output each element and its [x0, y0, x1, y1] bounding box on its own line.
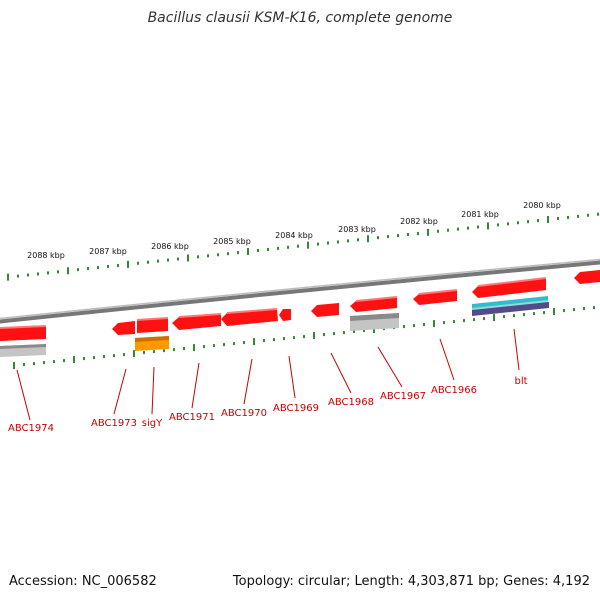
scale-label: 2087 kbp	[89, 247, 127, 256]
scale-label: 2085 kbp	[213, 237, 251, 246]
leader-line	[288, 355, 296, 399]
gene-highlight	[355, 296, 398, 302]
genome-backbone	[0, 260, 600, 324]
scale-label: 2088 kbp	[27, 251, 65, 260]
gene-label: blt	[514, 376, 527, 387]
gene-highlight	[178, 313, 222, 318]
genome-summary: Topology: circular; Length: 4,303,871 bp…	[232, 574, 590, 589]
gene-highlight	[0, 325, 47, 329]
scale-label: 2086 kbp	[151, 242, 189, 251]
gene-highlight	[136, 317, 169, 321]
cyan-feature	[472, 296, 548, 309]
outer-tick-ring	[7, 212, 599, 281]
leader-line	[439, 338, 455, 381]
genome-backbone-shade	[0, 258, 600, 320]
gene-arrow[interactable]	[574, 270, 600, 284]
gene-label: ABC1970	[221, 408, 267, 419]
gray-feature-top	[350, 313, 399, 321]
scale-labels: 2088 kbp 2087 kbp 2086 kbp 2085 kbp 2084 kbp…	[27, 201, 561, 260]
gene-track	[0, 270, 600, 341]
leader-line	[191, 362, 200, 409]
gene-arrow[interactable]	[112, 321, 135, 335]
gene-arrow[interactable]	[0, 326, 46, 341]
gene-label: ABC1973	[91, 418, 137, 429]
scale-label: 2084 kbp	[275, 231, 313, 240]
gene-label: ABC1966	[431, 385, 477, 396]
gene-label: ABC1967	[380, 391, 426, 402]
gene-arrow[interactable]	[311, 303, 339, 317]
gene-label: ABC1968	[328, 397, 374, 408]
purple-feature	[472, 302, 549, 316]
gene-arrow[interactable]	[472, 278, 546, 298]
gene-label: ABC1969	[273, 403, 319, 414]
scale-label: 2082 kbp	[400, 217, 438, 226]
leader-line	[113, 368, 127, 415]
leader-line	[377, 346, 403, 388]
leader-line	[513, 328, 520, 371]
gene-highlight	[418, 289, 458, 295]
map-title: Bacillus clausii KSM-K16, complete genom…	[147, 10, 453, 26]
leader-line	[16, 369, 31, 421]
accession-label: Accession: NC_006582	[9, 574, 157, 589]
scale-label: 2081 kbp	[461, 210, 499, 219]
gene-arrow[interactable]	[137, 318, 168, 333]
feature-track	[0, 296, 549, 357]
gene-label-leaders	[16, 328, 520, 421]
gene-highlight	[477, 277, 547, 287]
gray-feature-top	[0, 344, 46, 349]
gene-highlight	[226, 308, 278, 314]
leader-line	[330, 352, 352, 394]
orange-feature-top	[135, 336, 169, 342]
gene-label: sigY	[142, 418, 163, 429]
gene-labels: ABC1974 ABC1973 sigY ABC1971 ABC1970 ABC…	[8, 376, 528, 434]
scale-label: 2080 kbp	[523, 201, 561, 210]
gene-label: ABC1974	[8, 423, 54, 434]
scale-label: 2083 kbp	[338, 225, 376, 234]
leader-line	[151, 366, 155, 415]
gene-arrow[interactable]	[172, 314, 221, 330]
gene-arrow[interactable]	[279, 309, 291, 321]
leader-line	[243, 358, 253, 405]
gene-label: ABC1971	[169, 412, 215, 423]
inner-tick-ring	[13, 306, 595, 370]
